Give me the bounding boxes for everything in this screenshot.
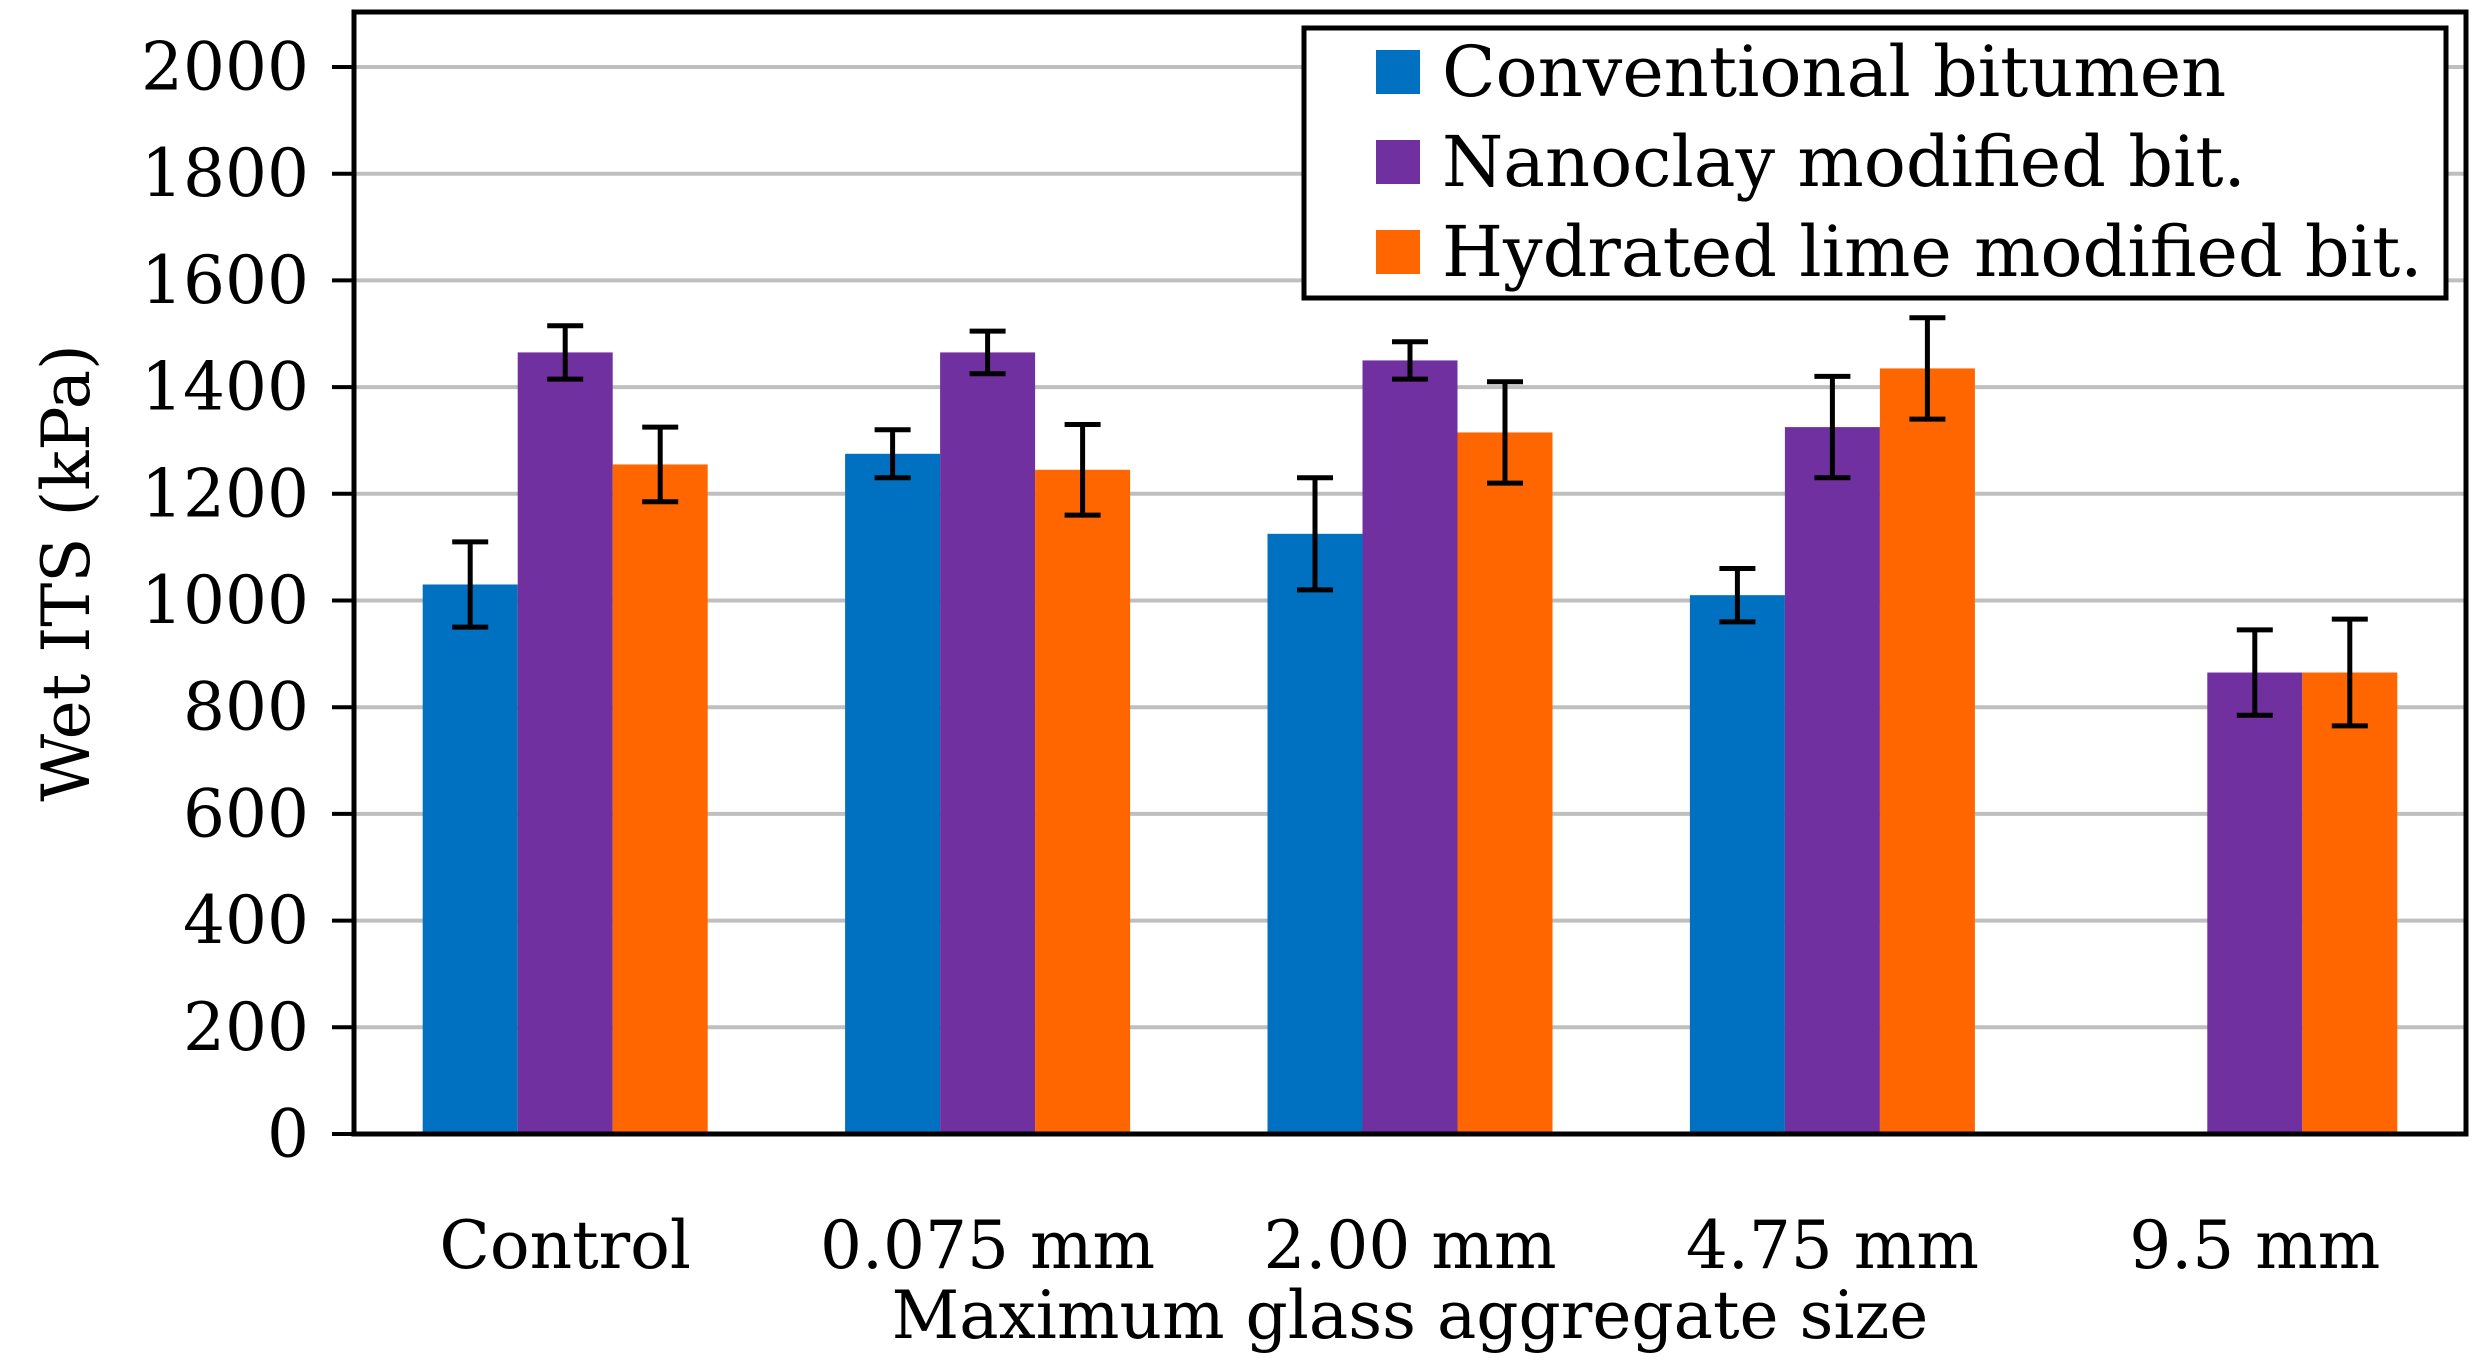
- bar: [845, 453, 941, 1135]
- y-tick-label: 400: [183, 882, 309, 959]
- y-tick-label: 1000: [141, 562, 309, 639]
- y-axis-ticks: 0 200 400 600 800 1000 1200 1400 1600 1800 2000: [141, 29, 354, 1173]
- bar: [1035, 469, 1131, 1135]
- x-tick-label: 2.00 mm: [1263, 1207, 1556, 1284]
- bar: [1267, 533, 1363, 1134]
- error-bars: [452, 315, 2368, 729]
- bar: [2207, 672, 2303, 1134]
- bars: [422, 352, 2398, 1135]
- legend-label: Nanoclay modified bit.: [1442, 121, 2246, 203]
- legend-swatch: [1376, 50, 1420, 94]
- y-tick-label: 600: [183, 775, 309, 852]
- bar: [422, 584, 518, 1134]
- legend-label: Conventional bitumen: [1442, 31, 2226, 113]
- bar: [2302, 672, 2398, 1134]
- x-tick-label: 0.075 mm: [820, 1207, 1155, 1284]
- x-axis-title: Maximum glass aggregate size: [892, 1277, 1929, 1354]
- y-tick-label: 1600: [141, 242, 309, 319]
- y-tick-label: 800: [183, 669, 309, 746]
- y-axis-title: Wet ITS (kPa): [28, 344, 105, 802]
- bar: [1362, 360, 1458, 1134]
- x-tick-label: 9.5 mm: [2129, 1207, 2380, 1284]
- x-tick-label: 4.75 mm: [1686, 1207, 1979, 1284]
- y-tick-label: 200: [183, 989, 309, 1066]
- y-tick-label: 1400: [141, 349, 309, 426]
- bar: [612, 464, 708, 1134]
- y-tick-label: 0: [267, 1096, 309, 1173]
- legend-swatch: [1376, 230, 1420, 274]
- bar: [517, 352, 613, 1134]
- legend-box: [1301, 25, 2449, 301]
- y-tick-label: 1800: [141, 135, 309, 212]
- plot-area-frame: [351, 9, 2469, 1137]
- bar: [1879, 368, 1975, 1134]
- x-tick-label: Control: [439, 1207, 691, 1284]
- y-tick-label: 2000: [141, 29, 309, 106]
- bar: [1689, 595, 1785, 1134]
- bar: [940, 352, 1036, 1134]
- bar: [1784, 427, 1880, 1134]
- x-axis-ticks: Control 0.075 mm 2.00 mm 4.75 mm 9.5 mm: [439, 1207, 2380, 1284]
- y-tick-label: 1200: [141, 455, 309, 532]
- bar: [1457, 432, 1553, 1134]
- legend-swatch: [1376, 140, 1420, 184]
- legend-label: Hydrated lime modified bit.: [1442, 211, 2423, 293]
